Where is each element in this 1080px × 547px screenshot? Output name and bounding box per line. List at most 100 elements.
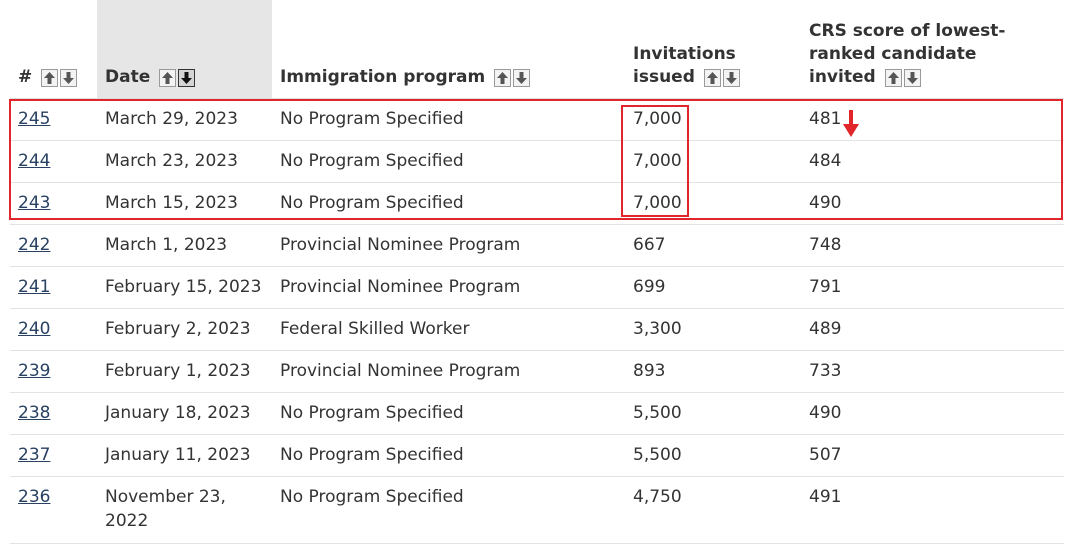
cell-number: 240 <box>10 308 97 351</box>
cell-program: Provincial Nominee Program <box>272 350 625 393</box>
header-crs-line1: CRS score of lowest- <box>809 20 1006 41</box>
cell-invitations: 5,500 <box>625 434 801 477</box>
cell-number: 242 <box>10 224 97 267</box>
table-row: 236 November 23, 2022 No Program Specifi… <box>10 476 1064 544</box>
cell-date: January 18, 2023 <box>97 392 272 435</box>
cell-invitations: 4,750 <box>625 476 801 544</box>
cell-invitations: 3,300 <box>625 308 801 351</box>
cell-invitations: 5,500 <box>625 392 801 435</box>
express-entry-draws-table: # Date Immigration program <box>10 0 1064 544</box>
header-invitations-line1: Invitations <box>633 43 736 64</box>
cell-crs: 791 <box>801 266 1064 309</box>
table-row: 237 January 11, 2023 No Program Specifie… <box>10 434 1064 477</box>
cell-invitations: 667 <box>625 224 801 267</box>
cell-crs: 481 <box>801 98 1064 141</box>
sort-descending-active-icon[interactable] <box>178 68 196 87</box>
table-header-row: # Date Immigration program <box>10 0 1064 99</box>
draw-number-link[interactable]: 237 <box>18 444 51 465</box>
cell-crs: 733 <box>801 350 1064 393</box>
sort-descending-icon[interactable] <box>903 68 921 87</box>
sort-descending-icon[interactable] <box>513 68 531 87</box>
cell-program: Provincial Nominee Program <box>272 224 625 267</box>
header-program-label: Immigration program <box>280 66 486 87</box>
sort-controls-date <box>159 68 196 87</box>
cell-date: March 23, 2023 <box>97 140 272 183</box>
header-crs-line2: ranked candidate <box>809 43 977 64</box>
sort-ascending-icon[interactable] <box>159 68 177 87</box>
draw-number-link[interactable]: 242 <box>18 234 51 255</box>
cell-date: November 23, 2022 <box>97 476 272 544</box>
table-row: 242 March 1, 2023 Provincial Nominee Pro… <box>10 224 1064 267</box>
table-row: 239 February 1, 2023 Provincial Nominee … <box>10 350 1064 393</box>
cell-program: No Program Specified <box>272 182 625 225</box>
header-number: # <box>10 0 97 99</box>
header-date-label: Date <box>105 66 151 87</box>
cell-date: January 11, 2023 <box>97 434 272 477</box>
sort-ascending-icon[interactable] <box>494 68 512 87</box>
cell-program: Provincial Nominee Program <box>272 266 625 309</box>
cell-date: March 1, 2023 <box>97 224 272 267</box>
cell-crs: 484 <box>801 140 1064 183</box>
cell-program: Federal Skilled Worker <box>272 308 625 351</box>
cell-invitations: 7,000 <box>625 182 801 225</box>
sort-controls-program <box>494 68 531 87</box>
cell-number: 243 <box>10 182 97 225</box>
cell-number: 237 <box>10 434 97 477</box>
cell-date: March 29, 2023 <box>97 98 272 141</box>
table-row: 240 February 2, 2023 Federal Skilled Wor… <box>10 308 1064 351</box>
cell-crs: 490 <box>801 182 1064 225</box>
cell-number: 238 <box>10 392 97 435</box>
sort-ascending-icon[interactable] <box>703 68 721 87</box>
cell-crs: 489 <box>801 308 1064 351</box>
sort-controls-crs <box>884 68 921 87</box>
header-crs: CRS score of lowest- ranked candidate in… <box>801 0 1064 99</box>
sort-controls-number <box>41 68 78 87</box>
table-row: 244 March 23, 2023 No Program Specified … <box>10 140 1064 183</box>
header-invitations: Invitations issued <box>625 0 801 99</box>
cell-date: February 15, 2023 <box>97 266 272 309</box>
table-row: 245 March 29, 2023 No Program Specified … <box>10 98 1064 141</box>
header-invitations-line2: issued <box>633 66 695 87</box>
cell-crs: 491 <box>801 476 1064 544</box>
cell-number: 236 <box>10 476 97 544</box>
draw-number-link[interactable]: 241 <box>18 276 51 297</box>
cell-program: No Program Specified <box>272 392 625 435</box>
draw-number-link[interactable]: 240 <box>18 318 51 339</box>
cell-crs: 490 <box>801 392 1064 435</box>
cell-program: No Program Specified <box>272 140 625 183</box>
draw-number-link[interactable]: 236 <box>18 486 51 507</box>
sort-ascending-icon[interactable] <box>884 68 902 87</box>
draw-number-link[interactable]: 238 <box>18 402 51 423</box>
header-number-label: # <box>18 66 33 87</box>
cell-date: February 1, 2023 <box>97 350 272 393</box>
draw-number-link[interactable]: 244 <box>18 150 51 171</box>
cell-number: 239 <box>10 350 97 393</box>
cell-crs: 748 <box>801 224 1064 267</box>
sort-controls-invitations <box>703 68 740 87</box>
cell-invitations: 699 <box>625 266 801 309</box>
table-row: 241 February 15, 2023 Provincial Nominee… <box>10 266 1064 309</box>
sort-descending-icon[interactable] <box>722 68 740 87</box>
table-row: 243 March 15, 2023 No Program Specified … <box>10 182 1064 225</box>
cell-number: 244 <box>10 140 97 183</box>
draw-number-link[interactable]: 245 <box>18 108 51 129</box>
header-date: Date <box>97 0 272 99</box>
cell-number: 245 <box>10 98 97 141</box>
cell-date: February 2, 2023 <box>97 308 272 351</box>
cell-program: No Program Specified <box>272 476 625 544</box>
cell-program: No Program Specified <box>272 434 625 477</box>
cell-crs: 507 <box>801 434 1064 477</box>
cell-number: 241 <box>10 266 97 309</box>
header-program: Immigration program <box>272 0 625 99</box>
cell-invitations: 893 <box>625 350 801 393</box>
draw-number-link[interactable]: 239 <box>18 360 51 381</box>
draw-number-link[interactable]: 243 <box>18 192 51 213</box>
header-crs-line3: invited <box>809 66 876 87</box>
cell-invitations: 7,000 <box>625 98 801 141</box>
sort-descending-icon[interactable] <box>60 68 78 87</box>
cell-invitations: 7,000 <box>625 140 801 183</box>
sort-ascending-icon[interactable] <box>41 68 59 87</box>
cell-date: March 15, 2023 <box>97 182 272 225</box>
cell-program: No Program Specified <box>272 98 625 141</box>
